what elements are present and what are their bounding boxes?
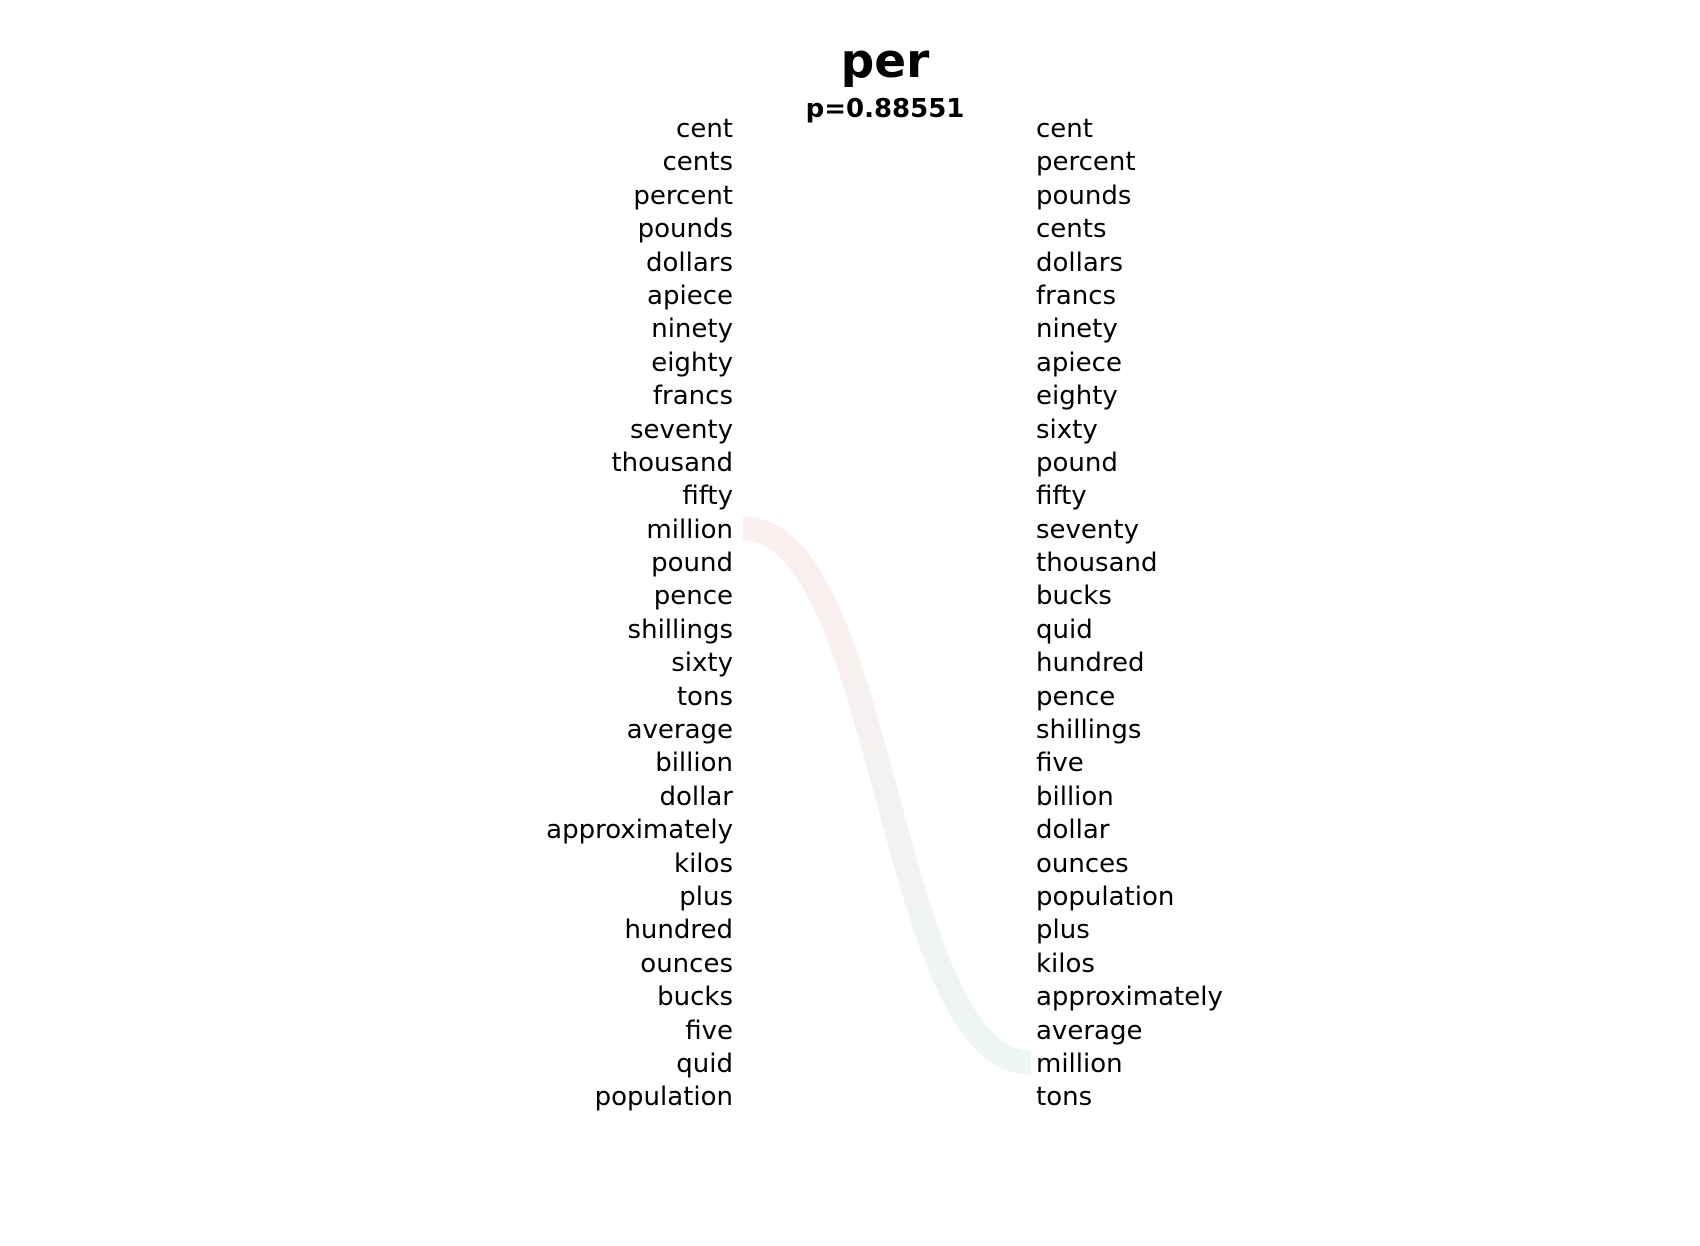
left-word-item: pence [653,581,733,612]
left-word-item: billion [655,748,733,779]
right-word-item: million [1036,1048,1123,1079]
left-word-item: eighty [651,347,733,378]
right-word-item: average [1036,1015,1143,1046]
left-word-item: bucks [657,982,733,1013]
right-word-item: bucks [1036,581,1112,612]
left-word-item: ounces [640,948,733,979]
right-word-item: eighty [1036,381,1118,412]
left-word-item: cent [676,114,733,144]
left-word-item: seventy [630,414,733,445]
left-word-item: sixty [671,648,733,679]
left-word-item: shillings [627,614,733,645]
right-word-item: percent [1036,147,1136,178]
right-word-item: sixty [1036,414,1098,445]
right-word-item: shillings [1036,715,1142,746]
left-word-item: percent [633,180,733,211]
figure-title: per [840,34,930,89]
right-word-item: dollars [1036,247,1124,278]
right-word-item: cents [1036,214,1107,245]
left-word-item: dollar [659,781,733,812]
right-word-item: population [1036,881,1175,912]
left-word-item: francs [652,381,733,412]
right-word-item: dollar [1036,815,1110,846]
left-word-item: fifty [682,481,733,512]
right-word-item: francs [1036,280,1117,311]
right-ranked-word-list: cent percent pounds cents dollars francs ninet… [1036,113,1376,1115]
right-word-item: kilos [1036,948,1095,979]
left-word-item: dollars [645,247,733,278]
right-word-item: tons [1036,1082,1093,1113]
right-word-item: pounds [1036,180,1132,211]
left-word-item: pound [651,548,733,579]
right-word-item: hundred [1036,648,1145,679]
right-word-item: pound [1036,447,1118,478]
left-word-item: million [646,514,733,545]
right-word-item: ninety [1036,314,1118,345]
right-word-item: pence [1036,681,1116,712]
left-word-item: cents [662,147,733,178]
left-word-item: hundred [624,915,733,946]
right-word-item: plus [1036,915,1090,946]
left-word-item: thousand [611,447,733,478]
left-word-item: approximately [546,815,733,846]
right-word-item: cent [1036,114,1093,144]
left-word-item: population [594,1082,733,1113]
right-word-item: thousand [1036,548,1158,579]
left-ranked-word-list: cent cents percent pounds dollars apiece ninet… [430,113,733,1115]
right-word-item: approximately [1036,982,1223,1013]
figure-subtitle: p=0.88551 [805,94,965,124]
right-word-item: quid [1036,614,1093,645]
right-word-item: apiece [1036,347,1122,378]
left-word-item: pounds [637,214,733,245]
right-word-item: seventy [1036,514,1139,545]
left-word-item: plus [679,881,733,912]
right-word-item: fifty [1036,481,1087,512]
rank-link [741,516,1033,1075]
left-word-item: kilos [674,848,733,879]
left-word-item: ninety [651,314,733,345]
left-word-item: quid [676,1048,733,1079]
right-word-item: five [1036,748,1084,779]
left-word-item: five [685,1015,733,1046]
right-word-item: billion [1036,781,1114,812]
left-word-item: average [626,715,733,746]
left-word-item: tons [676,681,733,712]
right-word-item: ounces [1036,848,1129,879]
left-word-item: apiece [647,280,733,311]
